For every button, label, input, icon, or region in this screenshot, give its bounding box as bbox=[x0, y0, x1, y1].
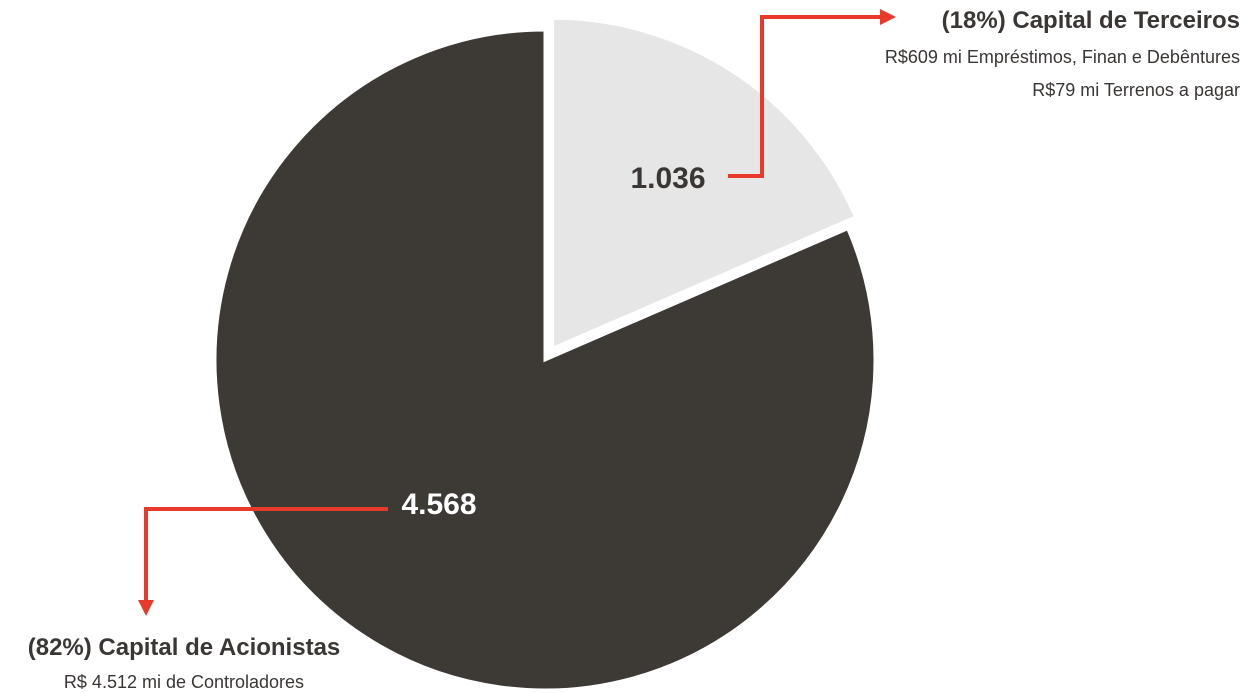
connector-line-terceiros bbox=[728, 15, 880, 178]
annotation-line-terceiros-2: R$79 mi Terrenos a pagar bbox=[1032, 80, 1240, 100]
slice-value-label-acionistas: 4.568 bbox=[401, 488, 476, 521]
slice-value-label-terceiros: 1.036 bbox=[630, 162, 705, 195]
pie-slices bbox=[213, 16, 877, 692]
annotation-line-terceiros-1: R$609 mi Empréstimos, Finan e Debêntures bbox=[885, 47, 1240, 67]
connector-arrowhead-acionistas bbox=[138, 600, 154, 616]
annotation-title-acionistas: (82%) Capital de Acionistas bbox=[28, 634, 341, 661]
annotation-line-acionistas-1: R$ 4.512 mi de Controladores bbox=[64, 672, 304, 692]
annotation-connectors bbox=[138, 9, 896, 616]
pie-slice-acionistas bbox=[213, 28, 877, 692]
connector-line-acionistas bbox=[144, 507, 388, 600]
connector-arrowhead-terceiros bbox=[880, 9, 896, 25]
pie-slice-terceiros bbox=[551, 16, 858, 351]
annotation-title-terceiros: (18%) Capital de Terceiros bbox=[942, 7, 1240, 34]
